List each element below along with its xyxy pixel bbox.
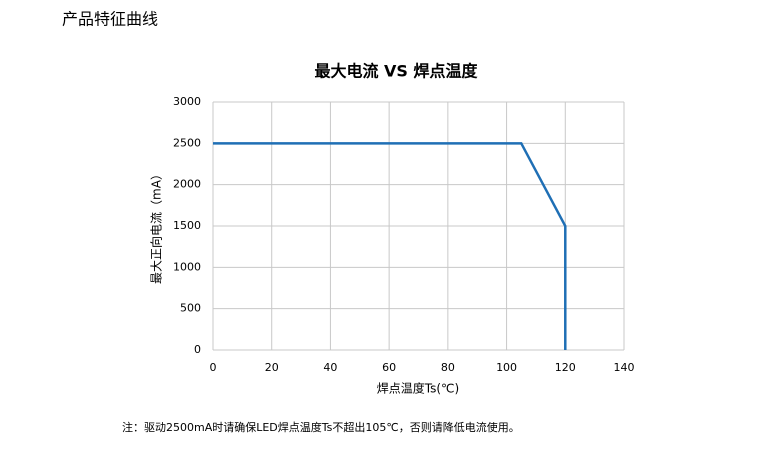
y-tick-label: 500 xyxy=(180,302,201,315)
section-title: 产品特征曲线 xyxy=(62,10,158,29)
chart-title: 最大电流 VS 焊点温度 xyxy=(314,62,478,81)
y-tick-label: 1500 xyxy=(173,219,201,232)
x-tick-label: 0 xyxy=(210,361,217,374)
x-tick-label: 140 xyxy=(614,361,635,374)
y-axis-label: 最大正向电流（mA） xyxy=(149,168,164,284)
x-tick-label: 40 xyxy=(323,361,337,374)
x-tick-label: 100 xyxy=(496,361,517,374)
y-tick-label: 2000 xyxy=(173,178,201,191)
y-tick-label: 0 xyxy=(194,343,201,356)
y-tick-label: 1000 xyxy=(173,260,201,273)
note: 注：驱动2500mA时请确保LED焊点温度Ts不超出105℃，否则请降低电流使用… xyxy=(122,420,520,434)
x-tick-label: 20 xyxy=(265,361,279,374)
x-tick-label: 80 xyxy=(441,361,455,374)
x-tick-label: 60 xyxy=(382,361,396,374)
data-line xyxy=(213,142,567,350)
x-axis-label: 焊点温度Ts(℃) xyxy=(377,381,459,396)
y-tick-label: 2500 xyxy=(173,136,201,149)
y-tick-label: 3000 xyxy=(173,95,201,108)
x-tick-label: 120 xyxy=(555,361,576,374)
